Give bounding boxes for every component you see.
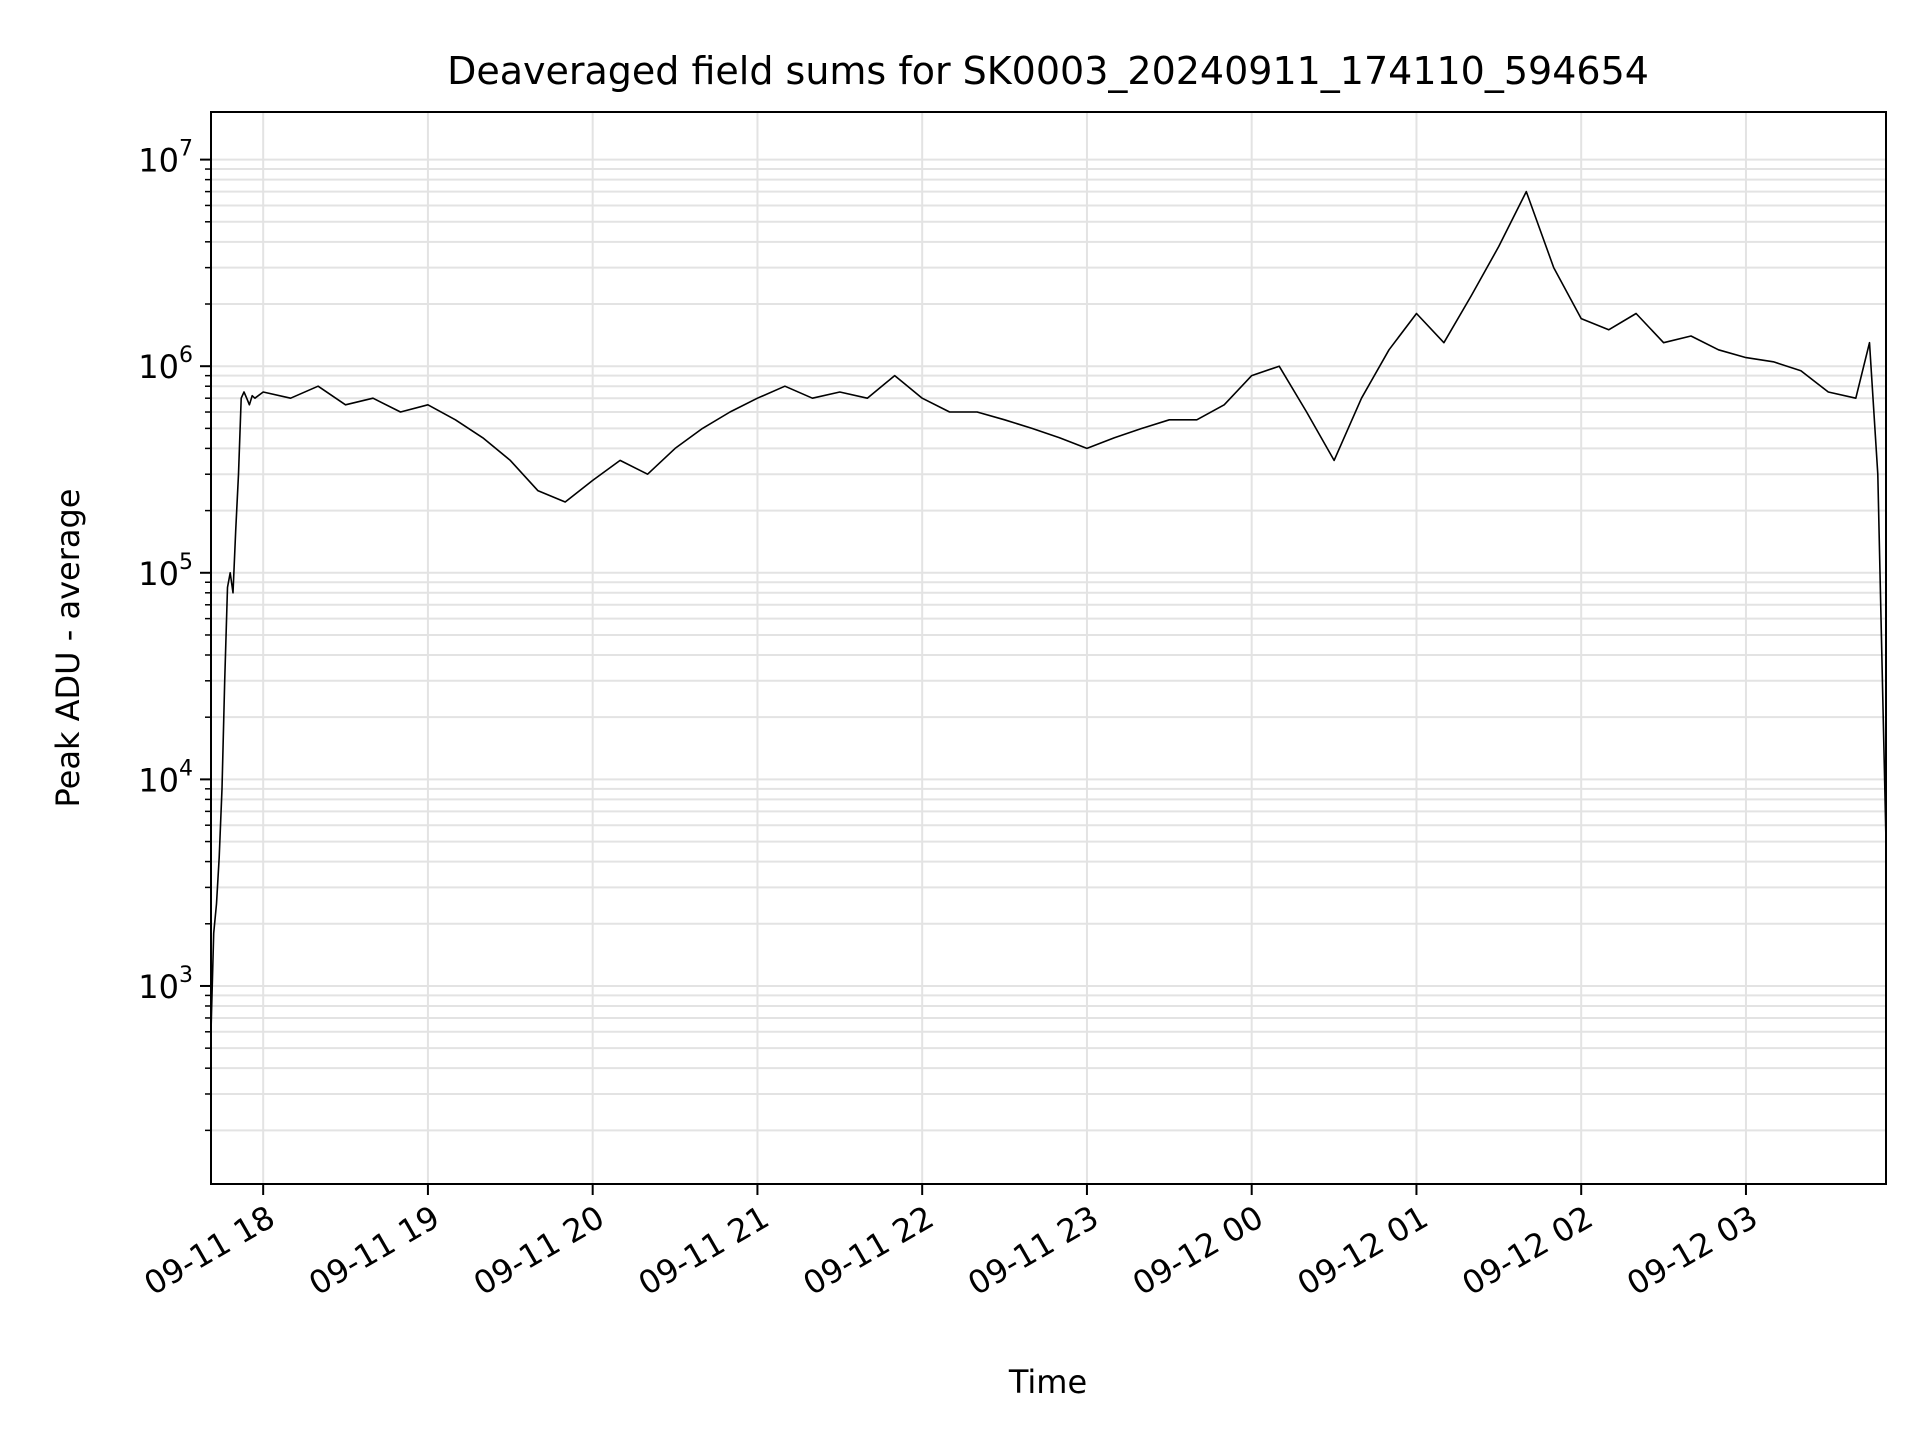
y-tick-label: 106 [138, 343, 193, 386]
y-tick-label: 107 [138, 137, 193, 180]
chart-title: Deaveraged field sums for SK0003_2024091… [447, 49, 1649, 93]
plot-frame [210, 111, 1887, 1185]
x-axis-label: Time [1008, 1363, 1087, 1401]
y-tick-label: 105 [138, 550, 193, 593]
y-axis-label: Peak ADU - average [49, 489, 87, 808]
grid-lines [211, 112, 1886, 1184]
data-series [211, 190, 1886, 1032]
y-tick-label: 103 [138, 963, 193, 1006]
y-tick-label: 104 [138, 756, 193, 799]
series-line [211, 190, 1886, 1032]
